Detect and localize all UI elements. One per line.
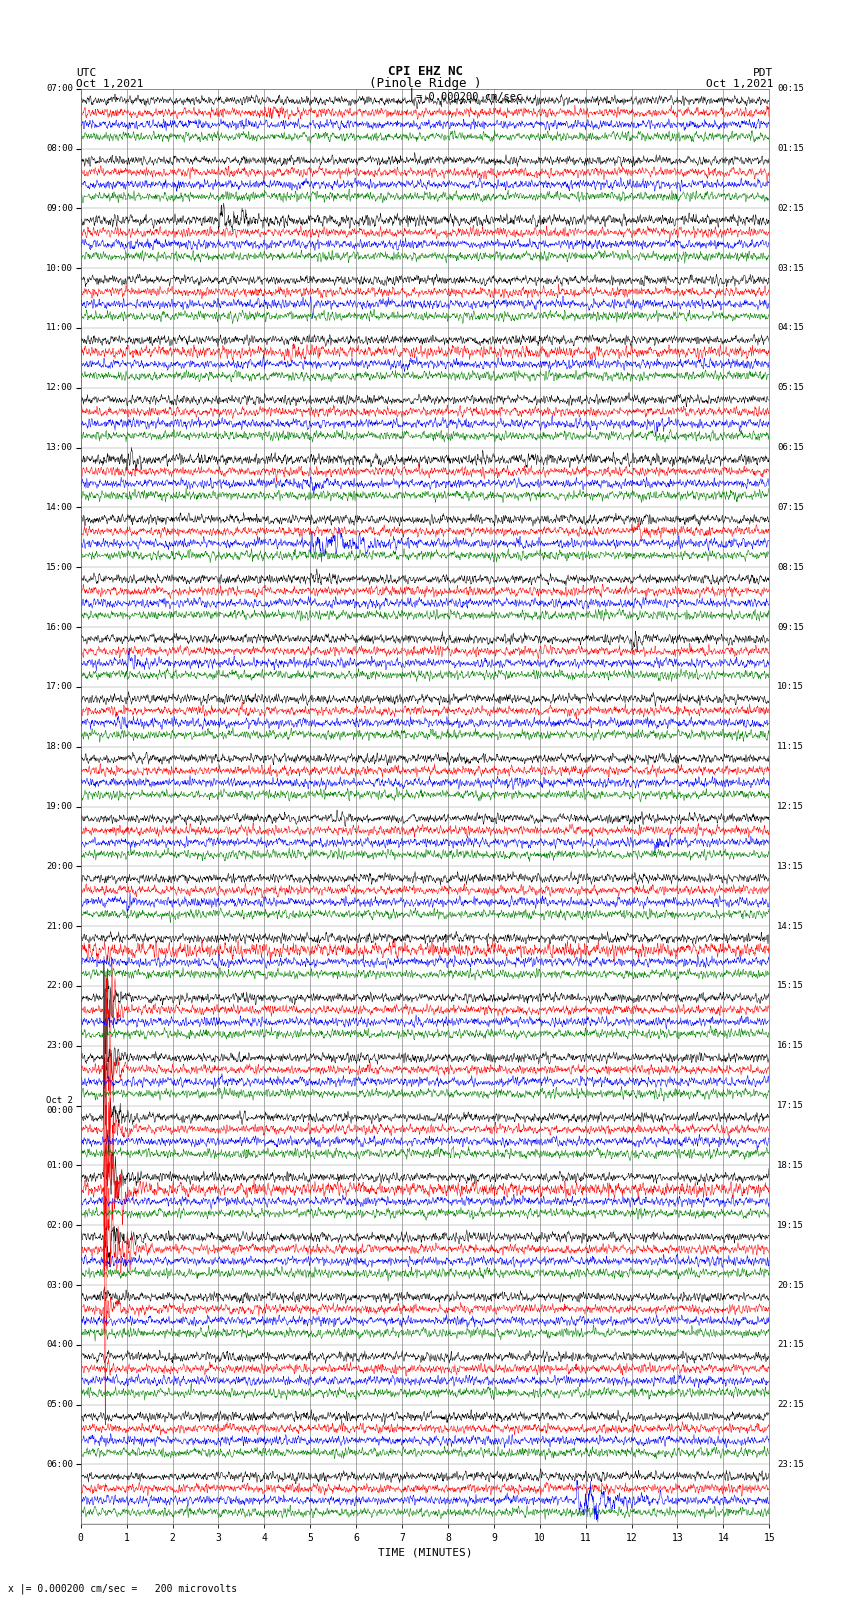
Text: |: |: [408, 87, 416, 100]
Text: Oct 1,2021: Oct 1,2021: [706, 79, 774, 89]
X-axis label: TIME (MINUTES): TIME (MINUTES): [377, 1547, 473, 1558]
Text: x |= 0.000200 cm/sec =   200 microvolts: x |= 0.000200 cm/sec = 200 microvolts: [8, 1582, 238, 1594]
Text: = 0.000200 cm/sec: = 0.000200 cm/sec: [416, 92, 523, 103]
Text: PDT: PDT: [753, 68, 774, 77]
Text: Oct 1,2021: Oct 1,2021: [76, 79, 144, 89]
Text: (Pinole Ridge ): (Pinole Ridge ): [369, 76, 481, 90]
Text: CPI EHZ NC: CPI EHZ NC: [388, 65, 462, 77]
Text: UTC: UTC: [76, 68, 97, 77]
